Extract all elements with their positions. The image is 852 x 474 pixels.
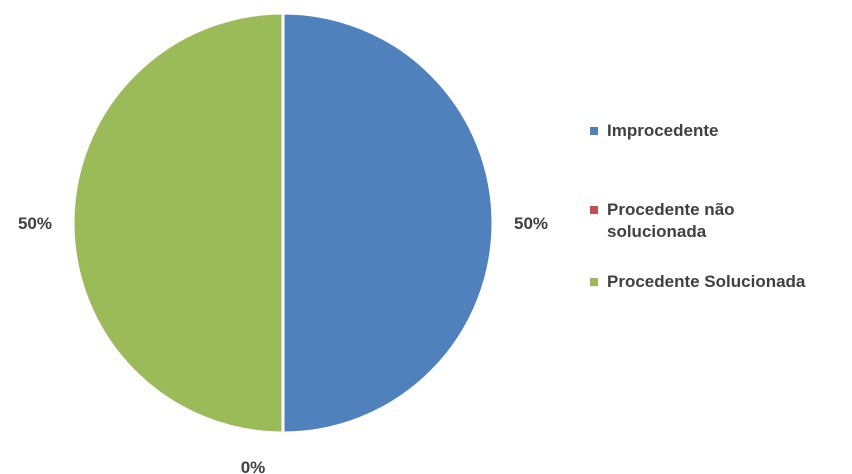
- pie-data-labels: 50% 0% 50%: [18, 214, 548, 474]
- legend-item-improcedente: Improcedente: [590, 120, 718, 142]
- data-label-procedente-nao-solucionada: 0%: [241, 458, 266, 474]
- legend-label-procedente-nao-solucionada-line2: solucionada: [607, 222, 707, 241]
- pie-slice-improcedente: [281, 11, 495, 435]
- legend-label-procedente-solucionada: Procedente Solucionada: [607, 271, 805, 293]
- legend-item-procedente-solucionada: Procedente Solucionada: [590, 271, 805, 293]
- legend-label-improcedente: Improcedente: [607, 120, 718, 142]
- legend-item-procedente-nao-solucionada: Procedente não solucionada: [590, 199, 735, 243]
- pie-slice-procedente-solucionada: [71, 11, 285, 435]
- data-label-procedente-solucionada: 50%: [18, 214, 52, 233]
- legend-swatch-procedente-nao-solucionada: [590, 206, 598, 214]
- legend-label-improcedente-text: Improcedente: [607, 121, 719, 140]
- legend-label-procedente-nao-solucionada-line1: Procedente não: [607, 200, 735, 219]
- legend-swatch-procedente-solucionada: [590, 278, 598, 286]
- legend-label-procedente-solucionada-text: Procedente Solucionada: [607, 272, 806, 291]
- data-label-improcedente: 50%: [514, 214, 548, 233]
- legend-label-procedente-nao-solucionada: Procedente não solucionada: [607, 199, 735, 243]
- legend-swatch-improcedente: [590, 127, 598, 135]
- pie-slices: [71, 11, 495, 435]
